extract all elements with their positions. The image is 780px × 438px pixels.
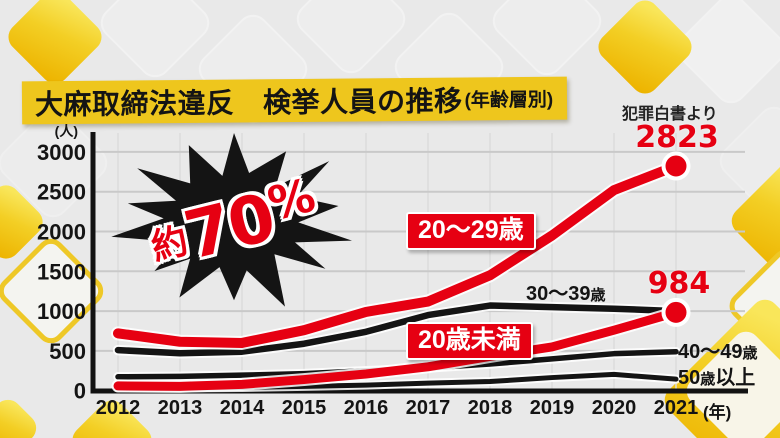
y-tick-label: 500 — [49, 339, 86, 364]
end-dot-1 — [661, 297, 691, 327]
y-tick-label: 2000 — [37, 220, 86, 245]
source-credit: 犯罪白書より — [622, 106, 718, 123]
x-tick-label: 2015 — [282, 397, 327, 419]
y-tick-label: 0 — [74, 379, 86, 404]
series-label-50-plus: 50歳以上 — [678, 367, 756, 389]
series-label-40-49: 40〜49歳 — [678, 341, 758, 363]
x-tick-label: 2020 — [592, 397, 637, 419]
page-title-qualifier: (年齢層別) — [464, 89, 554, 112]
y-tick-label: 3000 — [37, 140, 86, 165]
series-badge-under-20: 20歳未満 — [406, 322, 533, 360]
x-tick-label: 2013 — [158, 397, 203, 419]
page-title: 大麻取締法違反 検挙人員の推移 — [34, 85, 463, 120]
title-banner: 大麻取締法違反 検挙人員の推移 (年齢層別) — [21, 76, 568, 125]
end-dot-0 — [661, 151, 691, 181]
y-tick-label: 2500 — [37, 180, 86, 205]
x-tick-label: 2014 — [220, 397, 265, 419]
y-tick-label: 1500 — [37, 259, 86, 284]
axes — [90, 132, 748, 394]
x-tick-label: 2018 — [468, 397, 513, 419]
series-line-2 — [114, 302, 680, 357]
end-value-under-20: 984 — [647, 266, 711, 301]
y-tick-label: 1000 — [37, 299, 86, 324]
starburst-shape — [111, 133, 352, 307]
end-value-20-29: 2823 — [635, 120, 719, 155]
series-line-1 — [113, 307, 681, 391]
x-axis-unit-label: (年) — [703, 403, 732, 422]
series-line-0 — [113, 160, 681, 348]
series-badge-20-29: 20〜29歳 — [406, 212, 536, 250]
x-tick-label: 2021 — [654, 397, 699, 419]
y-axis-unit-label: (人) — [54, 123, 78, 139]
x-tick-label: 2016 — [344, 397, 389, 419]
x-tick-label: 2019 — [530, 397, 575, 419]
series-label-30-39: 30〜39歳 — [526, 283, 606, 305]
x-tick-label: 2017 — [406, 397, 451, 419]
x-tick-label: 2012 — [96, 397, 141, 419]
